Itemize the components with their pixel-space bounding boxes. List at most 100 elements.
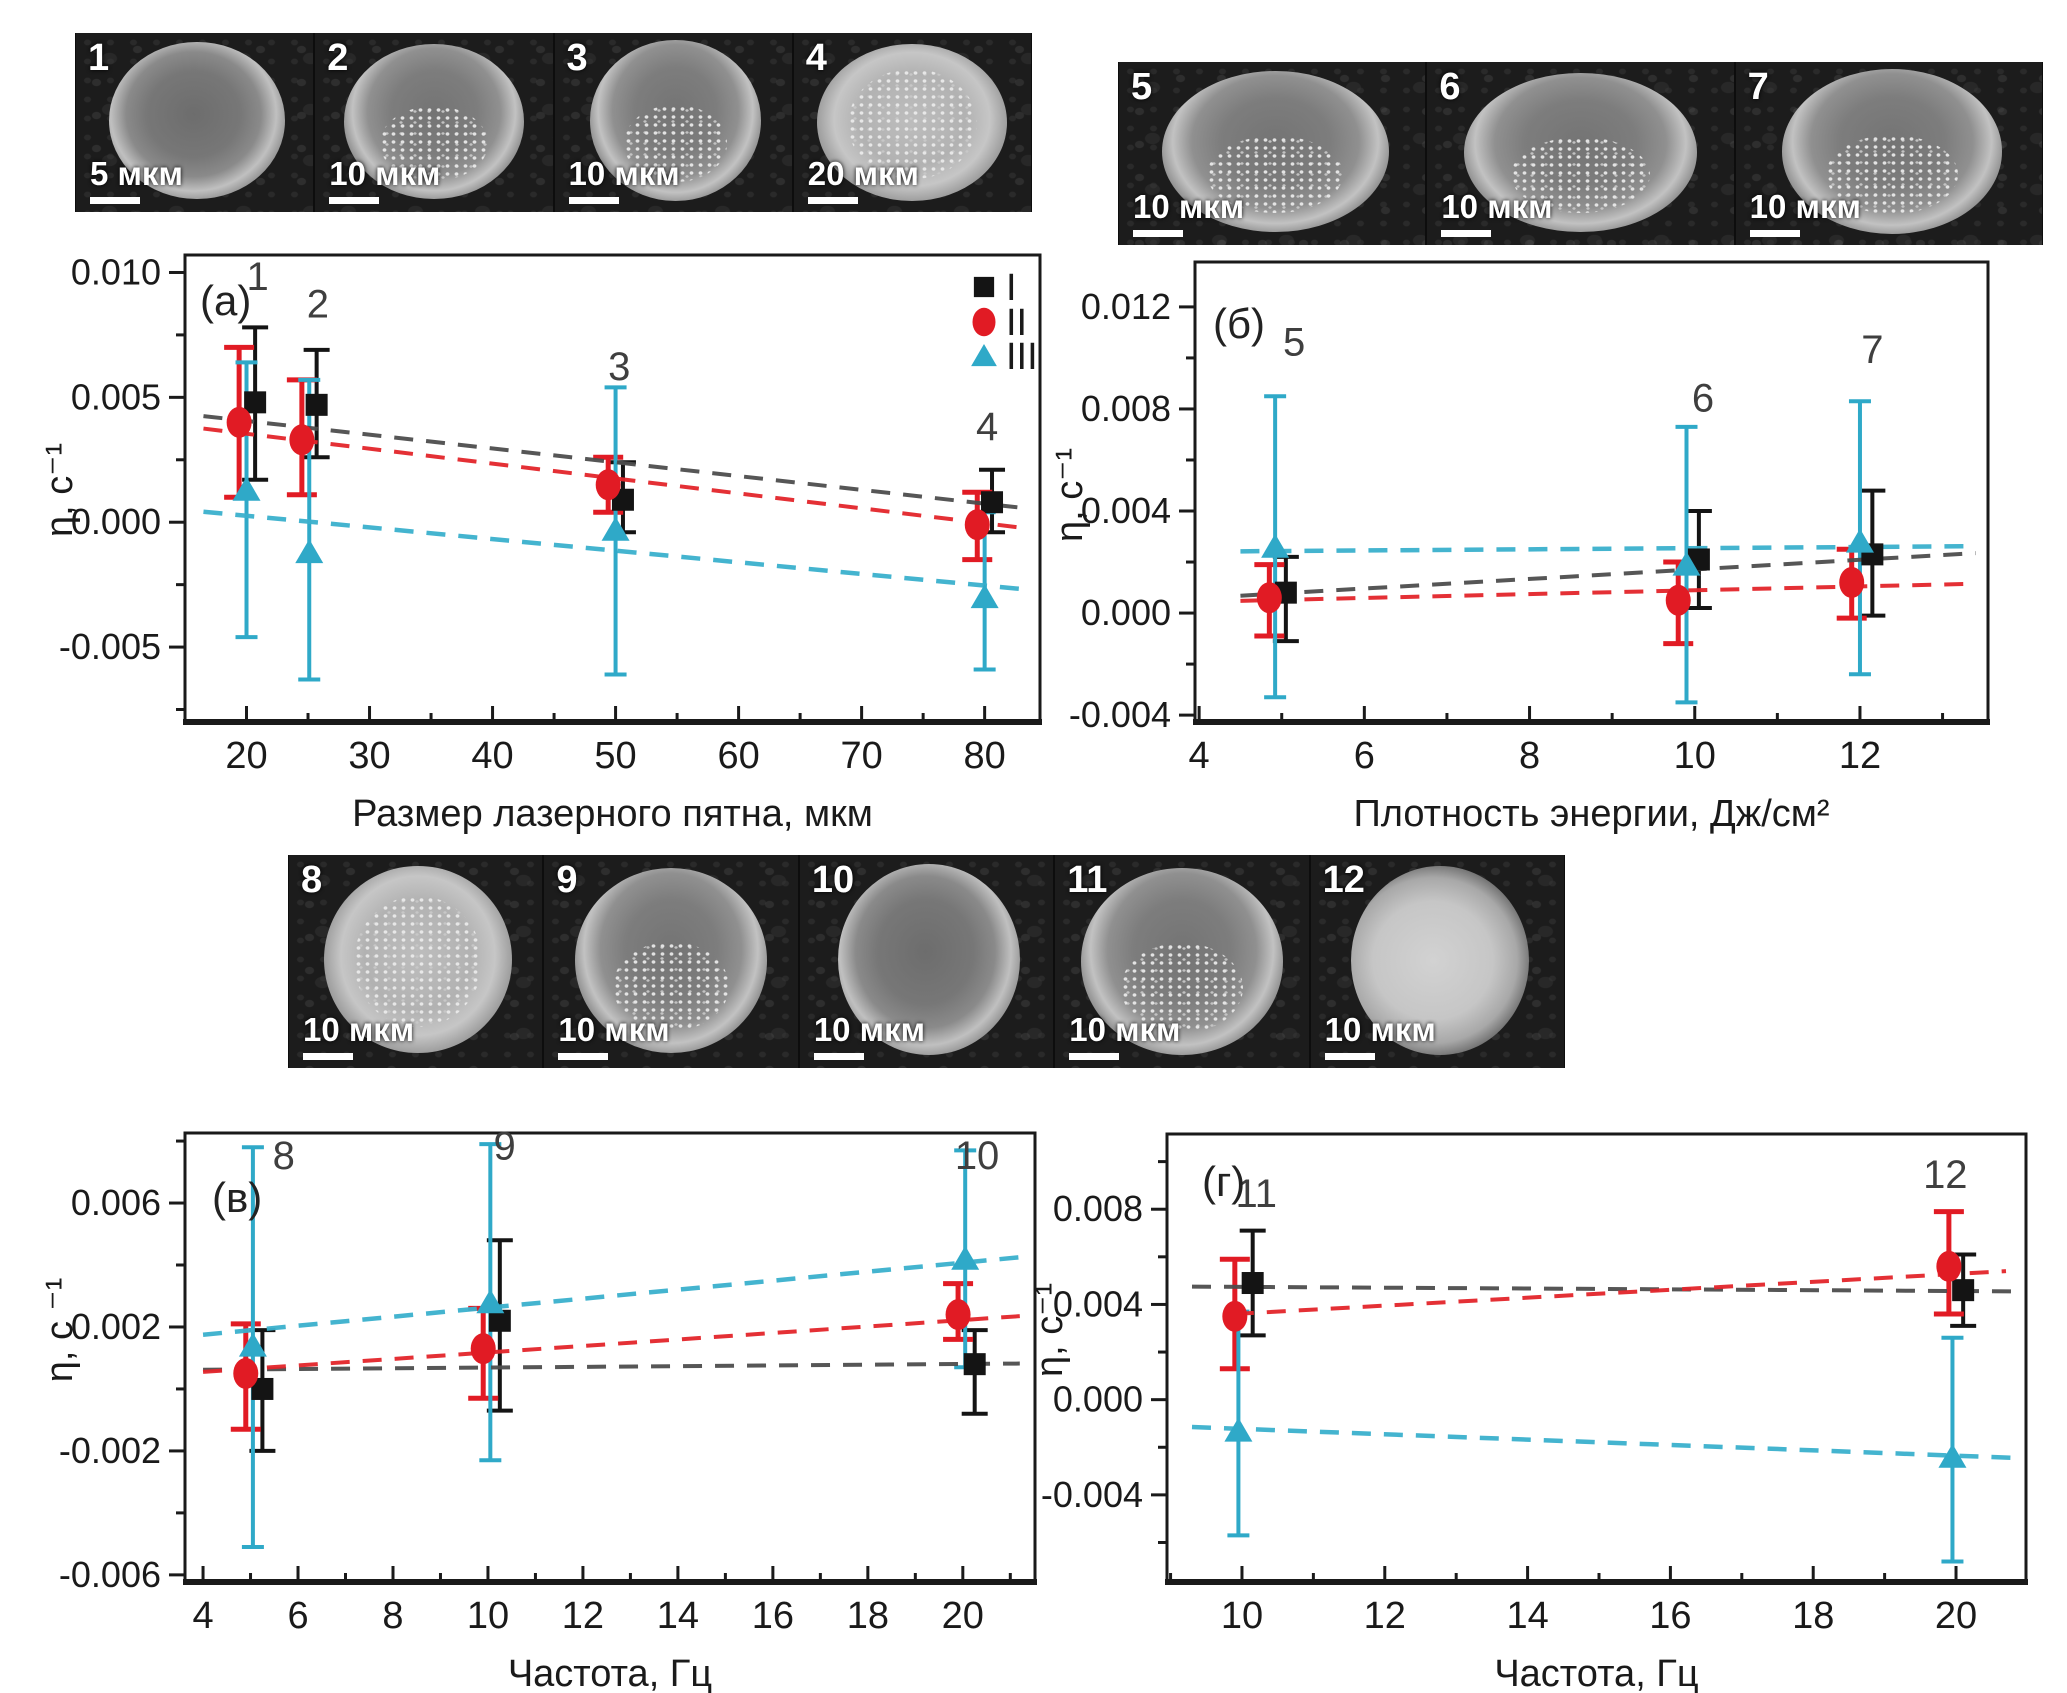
svg-text:0.002: 0.002 [71,1306,161,1347]
svg-text:III: III [1006,336,1038,378]
trend-line-III [202,1255,1021,1337]
sem-image-1: 1 5 мкм [76,33,314,212]
sem-image-3: 3 10 мкм [554,33,792,212]
scale-bar-label: 10 мкм [558,1011,670,1048]
sem-image-number: 7 [1747,66,1769,108]
svg-text:I: I [1006,267,1017,309]
scale-bar-line [807,197,858,204]
scale-bar-label: 10 мкм [813,1011,926,1048]
crater-smooth [109,41,285,200]
marker-triangle [951,1245,980,1270]
sem-image-5: 5 10 мкм [1119,62,1426,245]
svg-text:4: 4 [192,1595,213,1637]
svg-text:6: 6 [287,1595,308,1637]
trend-line-III [203,509,1028,592]
crater-speckle [1825,135,1959,215]
svg-text:4: 4 [1189,735,1210,777]
marker-triangle [238,1332,267,1357]
marker-triangle [601,516,630,541]
svg-text:0.000: 0.000 [1081,592,1171,633]
sem-image-number: 2 [327,37,349,79]
svg-text:Частота, Гц: Частота, Гц [1494,1653,1698,1693]
y-axis-title: η, с⁻¹ [1029,1283,1071,1377]
trend-line-I [203,1361,1020,1372]
sem-image-7: 7 10 мкм [1735,62,2042,245]
scale-bar-label: 10 мкм [1324,1011,1436,1048]
marker-square [973,276,995,298]
sem-image-number: 1 [88,37,110,79]
marker-square [251,1377,274,1400]
sem-image-number: 8 [301,859,323,901]
scale-bar-line [90,197,140,204]
scale-bar: 10 мкм [303,1011,414,1060]
scale-bar-label: 10 мкм [329,155,441,192]
marker-triangle [1938,1443,1967,1468]
svg-text:0.008: 0.008 [1053,1188,1143,1229]
marker-circle [1256,582,1282,614]
scale-bar: 10 мкм [558,1011,670,1060]
trend-line-I [203,414,1028,511]
scale-bar-line [813,1053,864,1060]
svg-text:12: 12 [562,1595,604,1637]
marker-circle [470,1333,496,1365]
marker-circle [595,469,621,501]
svg-text:0.000: 0.000 [1053,1379,1143,1420]
marker-triangle [476,1289,505,1314]
svg-text:-0.006: -0.006 [59,1554,161,1595]
scale-bar-label: 10 мкм [568,155,680,192]
svg-text:10: 10 [467,1595,509,1637]
chart-v: 4 6 8 10 12 14 16 18 20 0.006 0.002 -0.002 -0.006 8 9 1… [39,1125,1037,1693]
sem-image-10: 10 10 мкм [799,855,1054,1068]
trend-line-I [1240,551,1976,598]
sem-image-9: 9 10 мкм [544,855,798,1068]
crater-speckle [1510,136,1651,214]
svg-text:10: 10 [1221,1595,1263,1637]
marker-square [1952,1279,1975,1302]
crater-smooth [837,863,1021,1056]
svg-text:18: 18 [1792,1595,1834,1637]
sem-image-11: 11 10 мкм [1055,855,1309,1068]
svg-text:(в): (в) [212,1174,262,1221]
marker-circle [1222,1300,1248,1332]
crater-speckle [379,106,488,181]
scale-bar-line [558,1053,609,1060]
sem-image-number: 5 [1131,66,1153,108]
svg-text:(а): (а) [200,277,251,324]
svg-text:5: 5 [1283,320,1305,364]
marker-circle [964,509,990,541]
svg-text:70: 70 [840,735,882,777]
svg-text:14: 14 [657,1595,699,1637]
crater-speckled [1080,867,1284,1056]
crater-speckled [1781,69,2003,234]
marker-square [981,491,1004,514]
svg-text:0.004: 0.004 [1081,490,1171,531]
svg-text:4: 4 [976,405,998,449]
svg-text:II: II [1006,302,1027,344]
trend-line-II [202,1314,1020,1374]
marker-triangle [1672,551,1701,576]
svg-text:Частота, Гц: Частота, Гц [508,1653,712,1693]
scale-bar-label: 5 мкм [90,155,183,192]
crater-speckle [1121,942,1243,1033]
scale-bar: 10 мкм [1069,1011,1180,1060]
svg-text:8: 8 [1519,735,1540,777]
marker-circle [1839,566,1865,598]
scale-bar-label: 20 мкм [807,155,919,192]
scale-bar-line [1441,230,1492,237]
svg-text:7: 7 [1861,328,1883,372]
crater-speckled [1464,72,1697,233]
sem-strip-middle: 8 10 мкм 9 10 мкм 10 10 мкм 11 10 мкм 12 10 мкм [288,855,1565,1068]
trend-line-III [1191,1424,2017,1461]
plot-frame [1165,1132,2028,1584]
crater-speckle [624,104,727,182]
svg-text:0.010: 0.010 [71,251,161,292]
svg-text:16: 16 [752,1595,794,1637]
svg-text:20: 20 [225,735,267,777]
marker-square [1241,1272,1264,1295]
scale-bar-line [1749,230,1800,237]
scale-bar: 20 мкм [807,155,919,204]
scale-bar-line [329,197,380,204]
scale-bar-label: 10 мкм [303,1011,415,1048]
